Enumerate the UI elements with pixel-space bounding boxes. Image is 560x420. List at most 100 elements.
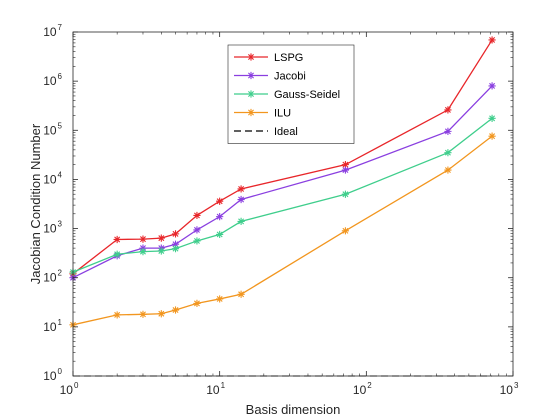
y-tick-label: 105: [43, 121, 62, 137]
x-tick-label: 102: [353, 381, 372, 397]
legend-marker-lspg: [247, 53, 255, 61]
legend-label-lspg: LSPG: [274, 52, 303, 64]
data-point-gauss-seidel: [157, 247, 165, 255]
legend-marker-jacobi: [247, 71, 255, 80]
marker-stroke: [216, 197, 224, 205]
marker-stroke: [193, 299, 201, 308]
marker-stroke: [444, 106, 452, 114]
marker-stroke: [157, 234, 165, 242]
data-point-gauss-seidel: [341, 190, 350, 198]
legend-marker-gauss-seidel: [247, 90, 255, 98]
marker-stroke: [247, 108, 255, 117]
marker-stroke: [488, 132, 496, 140]
data-point-ilu: [139, 310, 147, 318]
data-point-jacobi: [237, 195, 245, 204]
data-point-ilu: [341, 227, 350, 235]
marker-stroke: [247, 53, 255, 61]
data-point-lspg: [237, 185, 245, 193]
data-point-gauss-seidel: [193, 237, 201, 245]
data-point-gauss-seidel: [113, 250, 121, 258]
y-tick-exponent: 7: [58, 23, 63, 32]
legend-label-jacobi: Jacobi: [274, 71, 306, 83]
marker-stroke: [237, 290, 245, 298]
marker-stroke: [113, 311, 121, 319]
marker-stroke: [193, 211, 201, 220]
marker-stroke: [247, 90, 255, 98]
marker-stroke: [171, 306, 180, 314]
x-tick-exponent: 3: [514, 381, 519, 390]
marker-stroke: [247, 71, 255, 80]
marker-stroke: [237, 195, 245, 204]
marker-stroke: [139, 235, 147, 243]
y-tick-exponent: 1: [58, 318, 63, 327]
marker-stroke: [113, 250, 121, 258]
marker-stroke: [237, 217, 245, 225]
x-tick-exponent: 2: [367, 381, 372, 390]
marker-stroke: [193, 237, 201, 245]
marker-stroke: [157, 310, 165, 318]
marker-stroke: [444, 127, 452, 135]
marker-stroke: [171, 240, 180, 248]
data-point-jacobi: [488, 82, 496, 90]
x-tick-exponent: 1: [221, 381, 226, 390]
data-point-ilu: [488, 132, 496, 140]
legend: LSPG Jacobi Gauss-Seidel ILU Ideal: [227, 44, 355, 144]
marker-stroke: [139, 310, 147, 318]
data-point-lspg: [488, 36, 496, 44]
data-point-lspg: [193, 211, 201, 220]
marker-stroke: [341, 190, 350, 198]
series-gauss-seidel: [69, 114, 496, 276]
legend-label-gauss-seidel: Gauss-Seidel: [274, 89, 340, 101]
data-point-gauss-seidel: [139, 247, 147, 256]
data-point-gauss-seidel: [171, 245, 180, 253]
data-point-ilu: [444, 166, 452, 174]
data-point-lspg: [139, 235, 147, 243]
marker-stroke: [341, 166, 350, 174]
data-point-jacobi: [341, 166, 350, 174]
marker-stroke: [139, 247, 147, 256]
legend-label-ilu: ILU: [274, 108, 291, 120]
marker-stroke: [113, 235, 121, 244]
marker-stroke: [216, 213, 224, 221]
data-point-gauss-seidel: [488, 114, 496, 122]
marker-stroke: [341, 161, 350, 169]
x-tick-exponent: 0: [74, 381, 79, 390]
y-tick-exponent: 5: [58, 121, 63, 130]
data-point-lspg: [444, 106, 452, 114]
marker-stroke: [488, 36, 496, 44]
y-tick-exponent: 6: [58, 72, 63, 81]
y-tick-label: 107: [43, 23, 62, 39]
data-point-lspg: [157, 234, 165, 242]
x-axis-label: Basis dimension: [246, 402, 341, 417]
data-point-ilu: [216, 295, 224, 303]
marker-stroke: [488, 114, 496, 122]
data-point-ilu: [113, 311, 121, 319]
data-point-lspg: [113, 235, 121, 244]
data-point-jacobi: [216, 213, 224, 221]
y-axis-label: Jacobian Condition Number: [28, 123, 43, 284]
y-tick-exponent: 3: [58, 220, 63, 229]
data-point-jacobi: [171, 240, 180, 248]
marker-stroke: [237, 185, 245, 193]
legend-label-ideal: Ideal: [274, 126, 298, 138]
marker-stroke: [216, 230, 224, 239]
marker-stroke: [216, 295, 224, 303]
y-tick-label: 100: [43, 367, 62, 383]
data-point-gauss-seidel: [216, 230, 224, 239]
x-tick-label: 100: [60, 381, 79, 397]
data-point-gauss-seidel: [237, 217, 245, 225]
y-tick-exponent: 4: [58, 170, 63, 179]
marker-stroke: [341, 227, 350, 235]
data-point-lspg: [341, 161, 350, 169]
marker-stroke: [488, 82, 496, 90]
marker-stroke: [171, 245, 180, 253]
y-tick-exponent: 2: [58, 269, 63, 278]
data-point-jacobi: [193, 226, 201, 234]
y-tick-label: 106: [43, 72, 62, 88]
data-point-ilu: [157, 310, 165, 318]
data-point-lspg: [171, 230, 180, 238]
data-point-lspg: [216, 197, 224, 205]
marker-stroke: [157, 247, 165, 255]
